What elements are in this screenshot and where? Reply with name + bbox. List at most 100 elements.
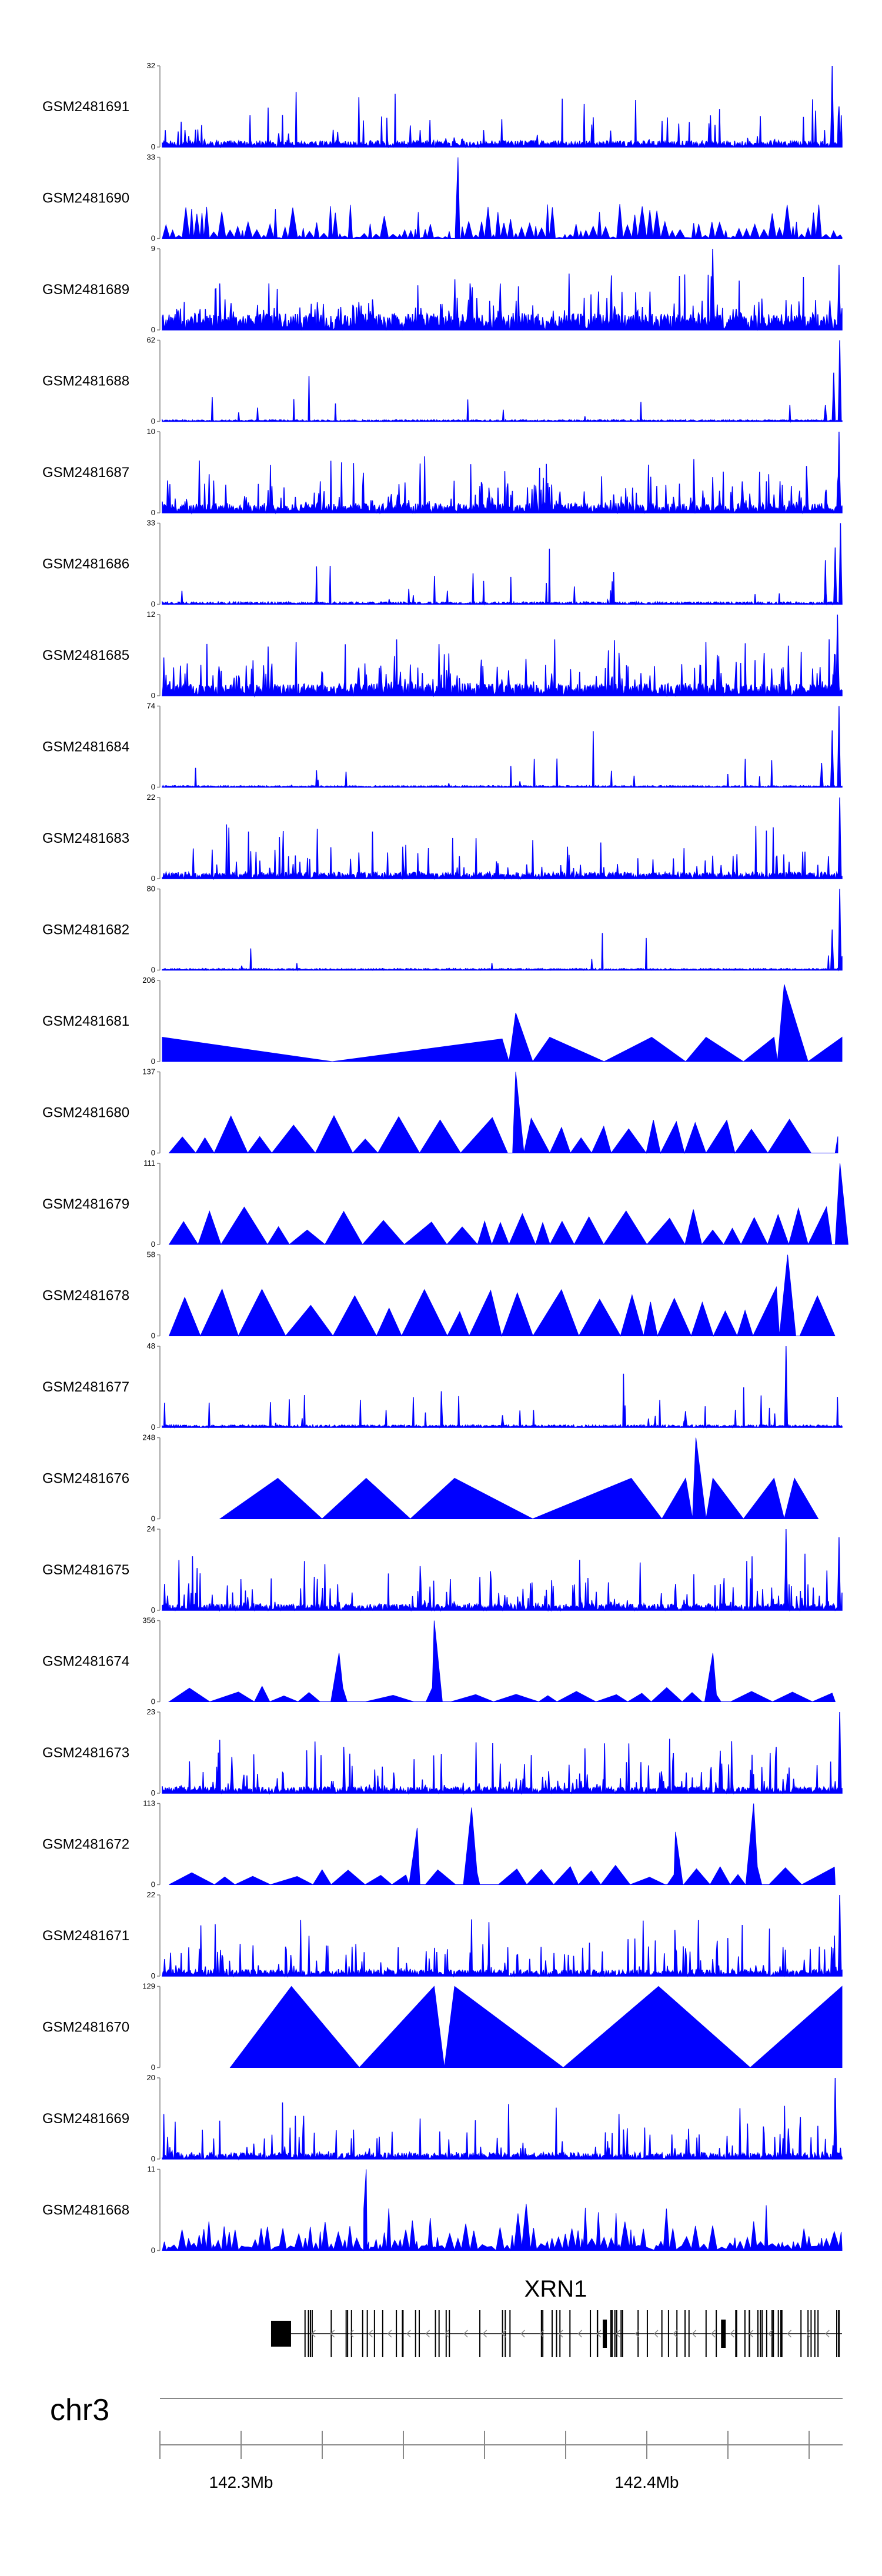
signal-area: [162, 1711, 843, 1795]
track-label: GSM2481678: [42, 1288, 129, 1304]
y-max-label: 32: [147, 61, 155, 70]
signal-area: [162, 65, 843, 149]
x-tick-label-1: 142.4Mb: [615, 2473, 679, 2491]
track-label: GSM2481673: [42, 1745, 129, 1761]
y-min-label: 0: [151, 1971, 155, 1980]
signal-area: [162, 523, 843, 606]
signal-area: [162, 431, 843, 515]
signal-area: [162, 706, 843, 789]
strand-arrow: [311, 2330, 316, 2338]
signal-area: [162, 2077, 843, 2161]
strand-arrow: [653, 2330, 659, 2338]
signal-area: [162, 1894, 843, 1978]
y-max-label: 9: [151, 244, 155, 253]
track-label: GSM2481691: [42, 99, 129, 115]
signal-area: [169, 1803, 836, 1886]
track-label: GSM2481683: [42, 830, 129, 846]
y-min-label: 0: [151, 325, 155, 334]
track-GSM2481676: GSM2481676 248 0: [42, 1433, 819, 1523]
y-min-label: 0: [151, 142, 155, 151]
strand-arrow: [691, 2330, 697, 2338]
strand-arrow: [425, 2330, 430, 2338]
strand-arrow: [673, 2330, 677, 2338]
y-max-label: 23: [147, 1707, 155, 1716]
strand-arrow: [596, 2330, 602, 2338]
y-min-label: 0: [151, 2246, 155, 2255]
y-max-label: 24: [147, 1524, 155, 1533]
track-GSM2481681: GSM2481681 206 0: [42, 976, 843, 1066]
track-label: GSM2481676: [42, 1471, 129, 1487]
gene-exon: [603, 2320, 607, 2348]
gene-exon: [721, 2320, 726, 2348]
y-min-label: 0: [151, 1514, 155, 1523]
track-GSM2481669: GSM2481669 20 0: [42, 2073, 843, 2163]
y-min-label: 0: [151, 417, 155, 426]
strand-arrow: [825, 2330, 830, 2338]
y-max-label: 129: [142, 1982, 155, 1991]
strand-arrow: [520, 2330, 525, 2338]
y-min-label: 0: [151, 966, 155, 975]
track-GSM2481674: GSM2481674 356 0: [42, 1616, 836, 1706]
strand-arrow: [710, 2330, 716, 2338]
track-GSM2481677: GSM2481677 48 0: [42, 1342, 843, 1432]
y-max-label: 10: [147, 427, 155, 436]
track-GSM2481687: GSM2481687 10 0: [42, 427, 843, 517]
strand-arrow: [349, 2330, 354, 2338]
y-min-label: 0: [151, 1788, 155, 1797]
signal-area: [162, 1529, 843, 1612]
strand-arrow: [787, 2330, 792, 2338]
y-min-label: 0: [151, 874, 155, 883]
track-GSM2481688: GSM2481688 62 0: [42, 336, 843, 426]
track-label: GSM2481671: [42, 1928, 129, 1944]
y-min-label: 0: [151, 234, 155, 243]
gene-label: XRN1: [524, 2276, 587, 2302]
strand-arrow: [768, 2330, 773, 2338]
track-label: GSM2481685: [42, 648, 129, 663]
y-min-label: 0: [151, 691, 155, 700]
strand-arrow: [749, 2330, 754, 2338]
track-label: GSM2481684: [42, 739, 129, 755]
strand-arrow: [616, 2330, 620, 2338]
chromosome-label: chr3: [50, 2393, 109, 2427]
track-GSM2481679: GSM2481679 111 0: [42, 1159, 848, 1249]
y-min-label: 0: [151, 1423, 155, 1432]
track-label: GSM2481675: [42, 1562, 129, 1578]
track-GSM2481689: GSM2481689 9 0: [42, 244, 843, 334]
y-max-label: 48: [147, 1342, 155, 1350]
track-label: GSM2481670: [42, 2020, 129, 2036]
y-max-label: 33: [147, 153, 155, 162]
track-label: GSM2481668: [42, 2203, 129, 2218]
y-max-label: 22: [147, 793, 155, 802]
y-min-label: 0: [151, 1606, 155, 1614]
signal-area: [168, 1620, 836, 1703]
y-min-label: 0: [151, 2063, 155, 2072]
track-label: GSM2481677: [42, 1379, 129, 1395]
gene-model: [270, 2310, 842, 2357]
signal-area: [168, 1072, 838, 1154]
strand-arrow: [444, 2330, 449, 2338]
track-GSM2481675: GSM2481675 24 0: [42, 1524, 843, 1614]
signal-area: [162, 248, 843, 331]
track-GSM2481684: GSM2481684 74 0: [42, 702, 843, 792]
tracks-group: GSM2481691320GSM2481690330GSM248168990GS…: [42, 61, 848, 2255]
y-min-label: 0: [151, 1697, 155, 1706]
track-label: GSM2481687: [42, 465, 129, 481]
track-label: GSM2481682: [42, 922, 129, 938]
x-tick-label-0: 142.3Mb: [209, 2473, 273, 2491]
track-label: GSM2481681: [42, 1013, 129, 1029]
track-label: GSM2481689: [42, 282, 129, 298]
track-GSM2481683: GSM2481683 22 0: [42, 793, 843, 883]
y-min-label: 0: [151, 1332, 155, 1340]
y-min-label: 0: [151, 1057, 155, 1066]
y-max-label: 111: [143, 1159, 155, 1167]
y-max-label: 58: [147, 1250, 155, 1259]
y-min-label: 0: [151, 1149, 155, 1157]
track-label: GSM2481688: [42, 373, 129, 389]
strand-arrow: [539, 2330, 544, 2338]
coordinate-ticks: [159, 2431, 810, 2459]
signal-area: [162, 797, 843, 880]
track-label: GSM2481686: [42, 556, 129, 572]
signal-area: [162, 889, 843, 972]
y-min-label: 0: [151, 783, 155, 792]
y-max-label: 113: [143, 1799, 155, 1808]
